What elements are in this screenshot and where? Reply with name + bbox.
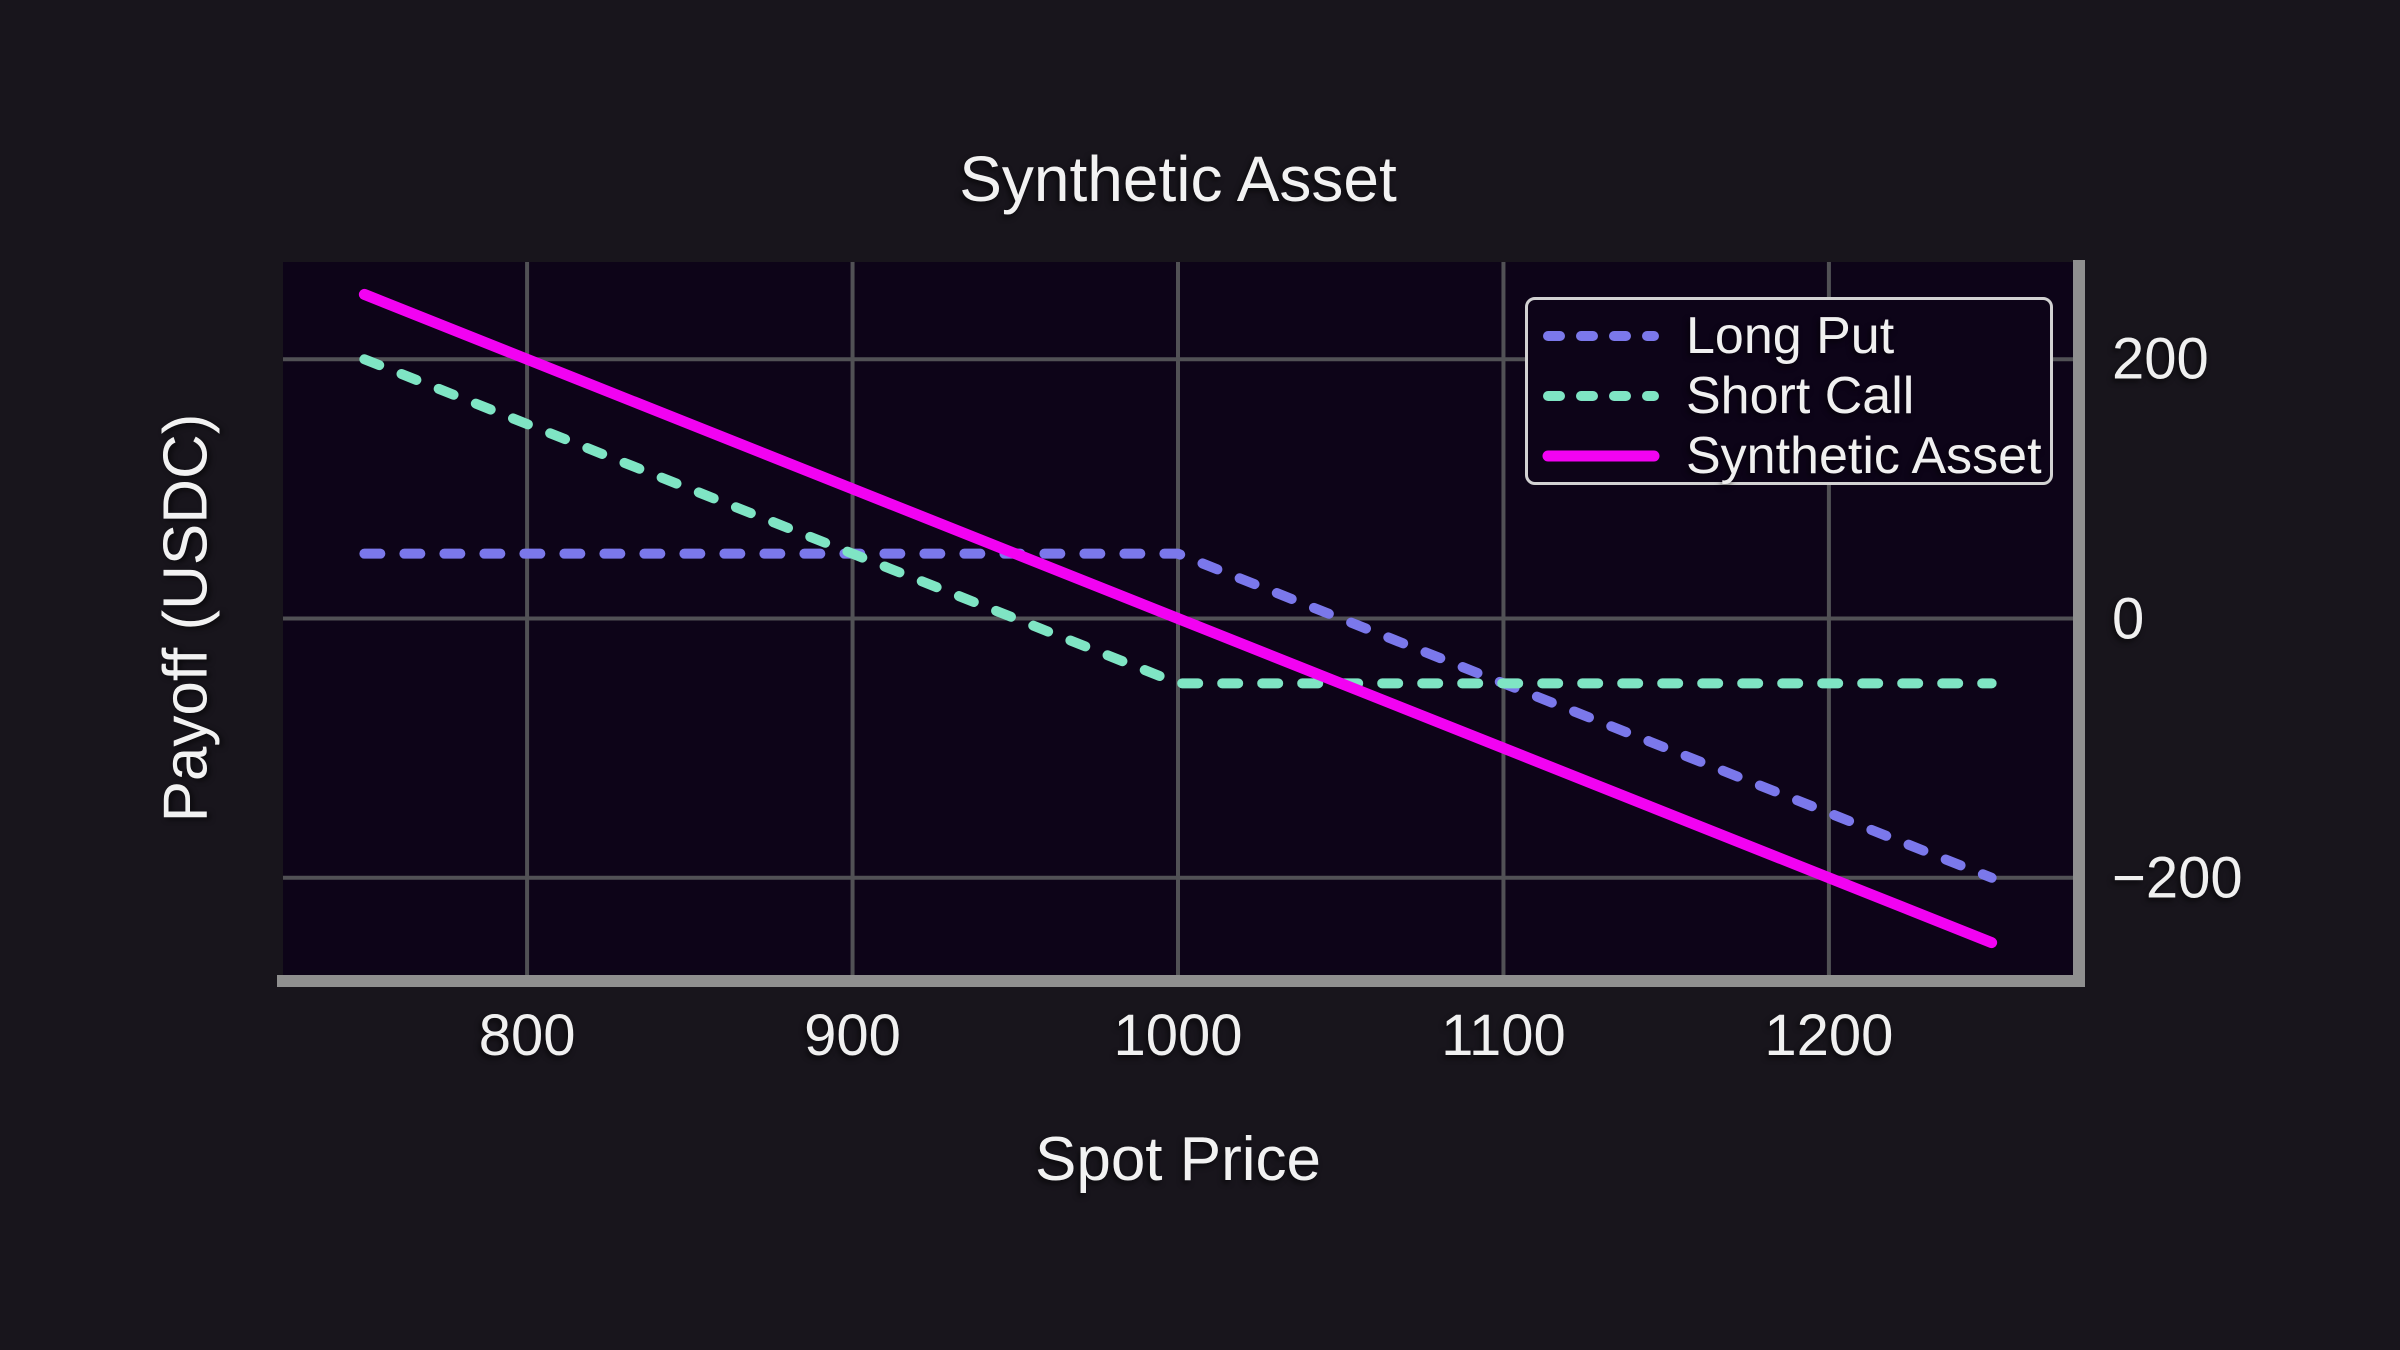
legend-item-synthetic-asset: Synthetic Asset — [1542, 426, 2050, 486]
y-axis-spine — [2073, 260, 2085, 987]
y-tick-label: 0 — [2112, 586, 2145, 651]
x-tick-label: 1000 — [1113, 1003, 1243, 1068]
series-line-synthetic-asset — [358, 288, 1998, 949]
y-axis-label: Payoff (USDC) — [151, 413, 221, 823]
series-line-short-call — [359, 354, 1997, 689]
x-tick-label: 900 — [804, 1003, 901, 1068]
x-axis-spine — [277, 975, 2085, 987]
y-tick-label: 200 — [2112, 326, 2209, 392]
x-tick-label: 1100 — [1441, 1003, 1566, 1068]
chart-title: Synthetic Asset — [959, 143, 1397, 215]
x-tick-label: 800 — [478, 1003, 576, 1068]
y-tick-label: −200 — [2112, 845, 2243, 911]
legend: Long Put Short Call Synthetic Asset — [1525, 297, 2053, 485]
series-line-long-put — [359, 548, 1997, 883]
synthetic-asset-line-sample-icon — [1542, 450, 1660, 462]
legend-item-short-call: Short Call — [1542, 366, 2050, 426]
legend-label: Long Put — [1686, 307, 1895, 365]
legend-label: Synthetic Asset — [1686, 427, 2042, 485]
legend-label: Short Call — [1686, 367, 1915, 425]
x-axis-label: Spot Price — [1034, 1125, 1322, 1194]
short-call-line-sample-icon — [1543, 391, 1659, 401]
long-put-line-sample-icon — [1543, 331, 1659, 341]
plot-canvas — [283, 262, 2073, 975]
x-tick-label: 1200 — [1764, 1003, 1894, 1068]
legend-item-long-put: Long Put — [1542, 306, 2050, 366]
